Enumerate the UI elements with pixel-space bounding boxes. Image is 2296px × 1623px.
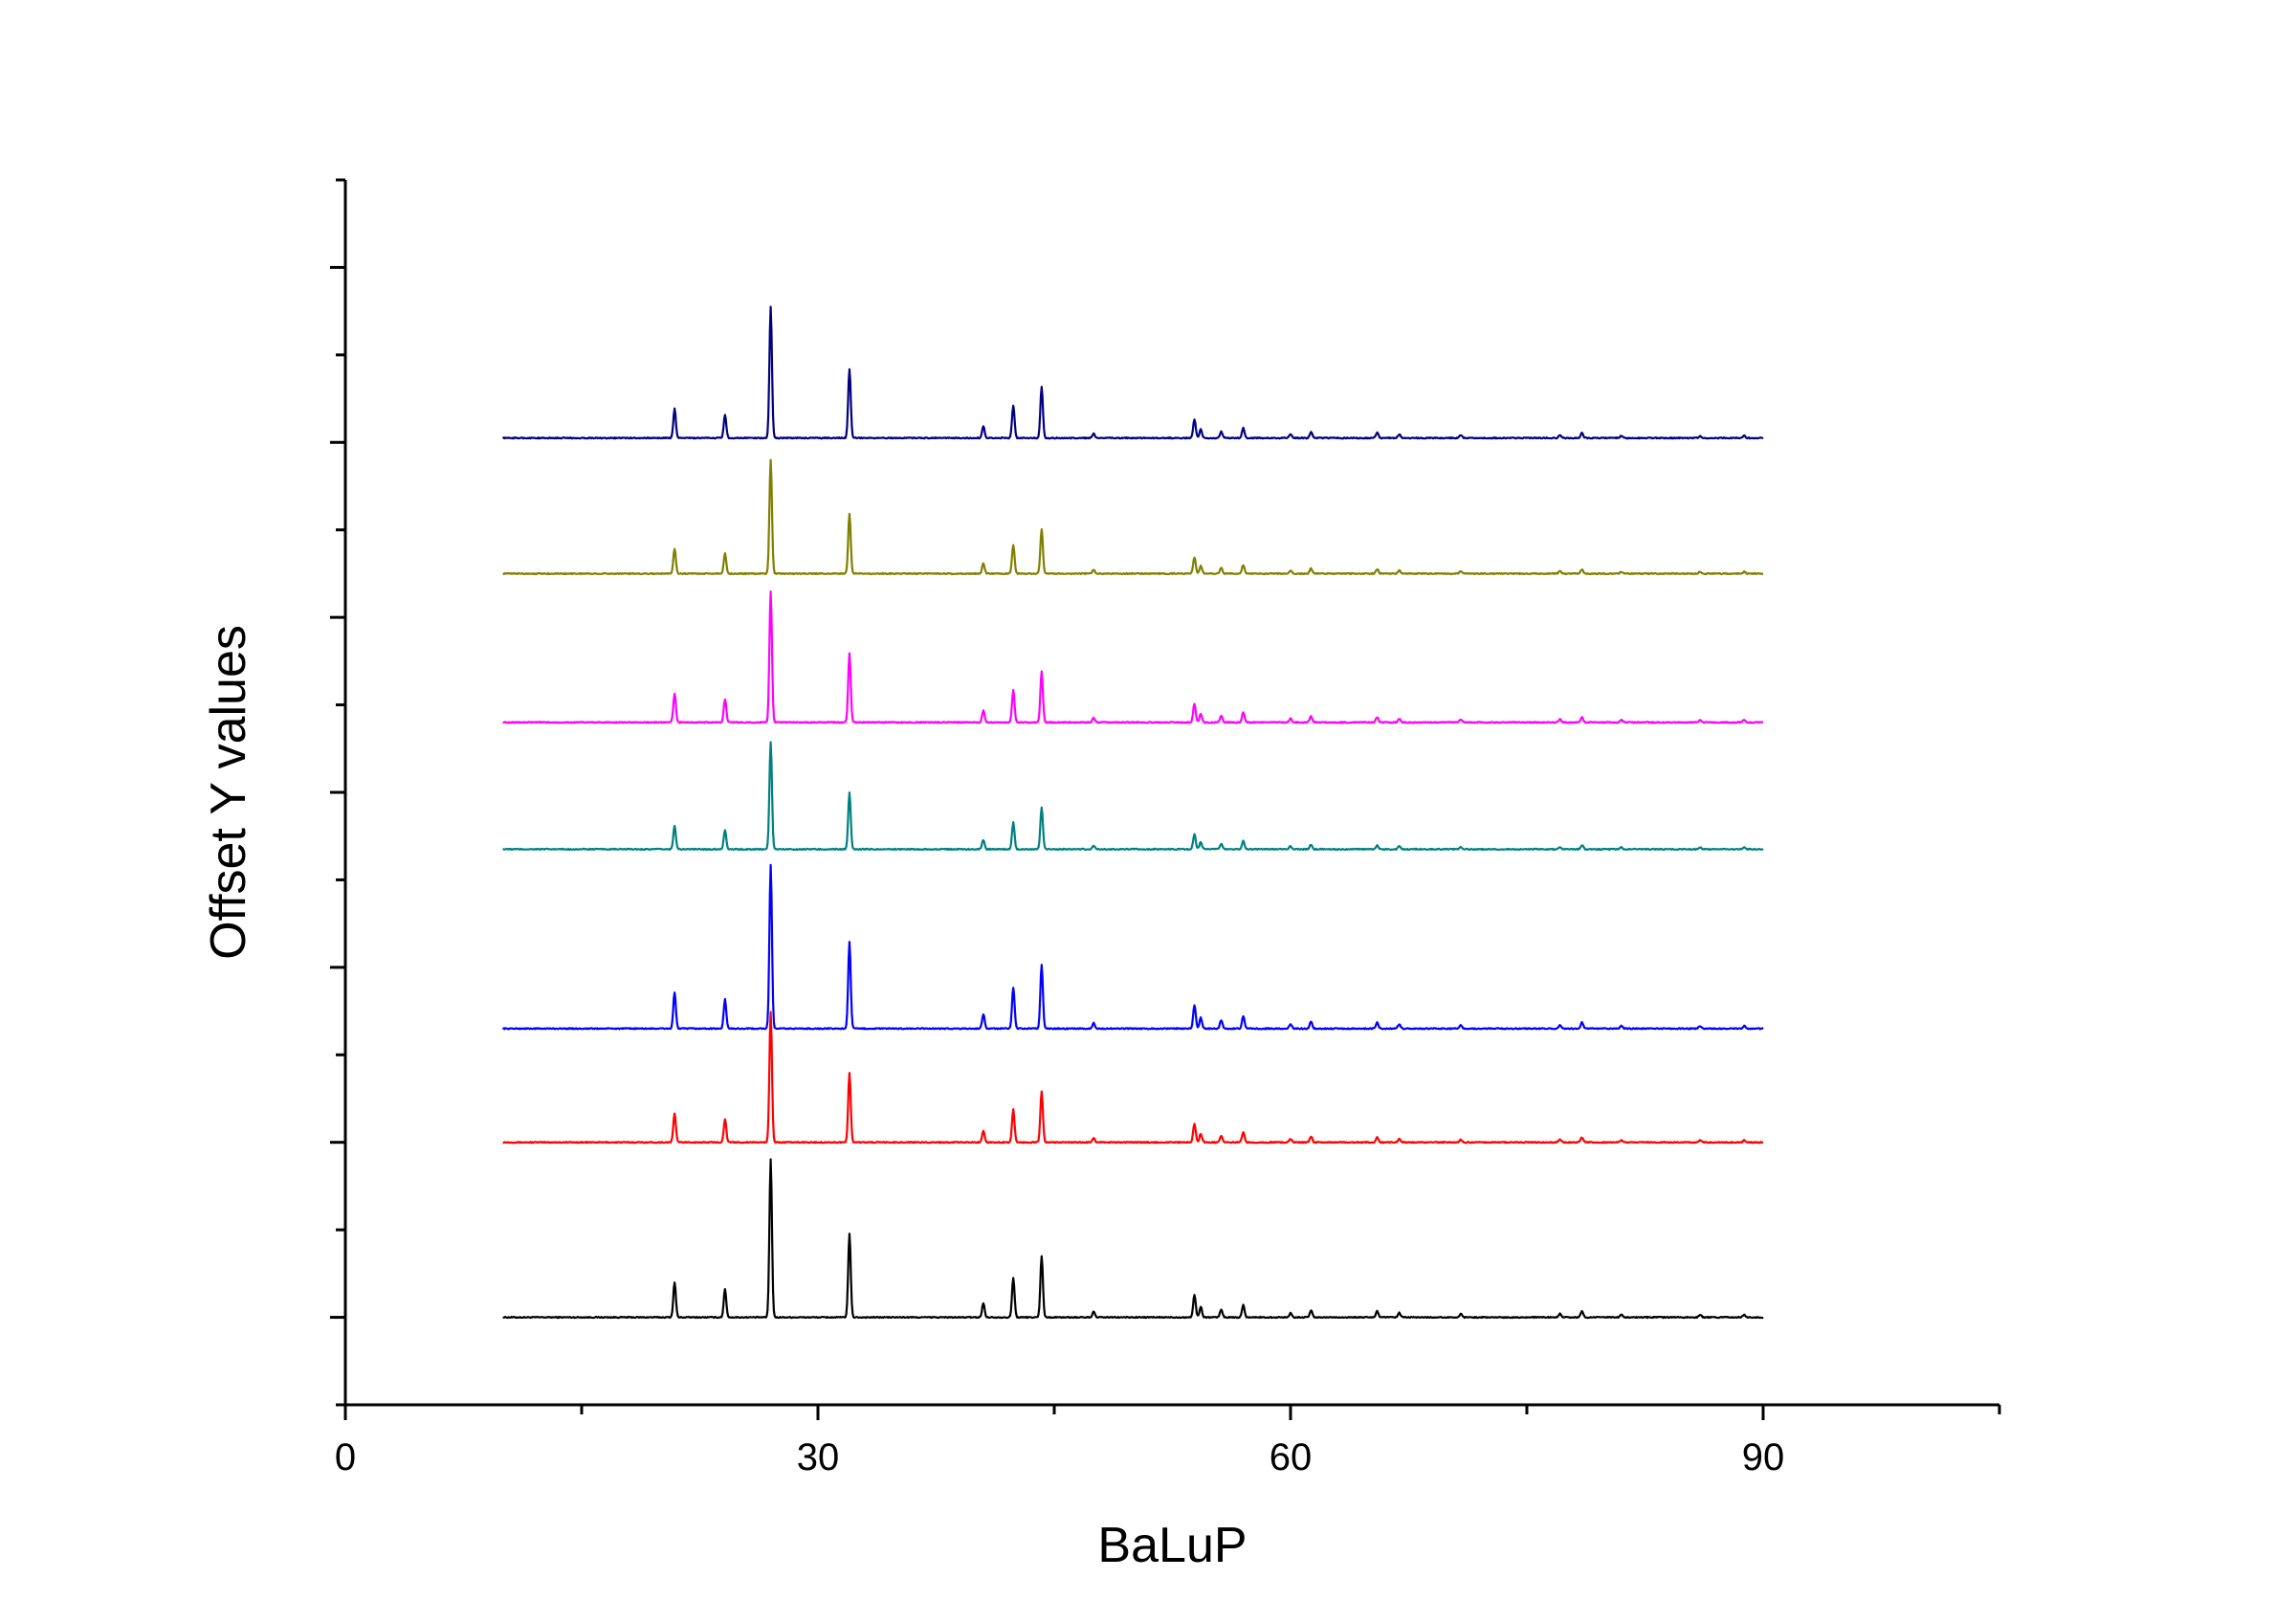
series-line-5 — [502, 590, 1764, 724]
x-tick-label: 30 — [797, 1436, 840, 1478]
series-line-3 — [501, 863, 1764, 1031]
series-line-1 — [502, 1158, 1764, 1320]
series-line-2 — [502, 1011, 1764, 1145]
x-tick-label: 90 — [1742, 1436, 1785, 1478]
x-axis-title: BaLuP — [1097, 1518, 1247, 1573]
series-line-4 — [501, 741, 1764, 852]
y-axis-title: Offset Y values — [201, 625, 256, 960]
axes: 0 30 60 90 — [330, 178, 2001, 1478]
x-tick-label: 60 — [1269, 1436, 1313, 1478]
series-group — [501, 305, 1764, 1320]
series-line-6 — [502, 458, 1764, 576]
x-tick-label: 0 — [335, 1436, 356, 1478]
series-line-7 — [501, 305, 1764, 440]
